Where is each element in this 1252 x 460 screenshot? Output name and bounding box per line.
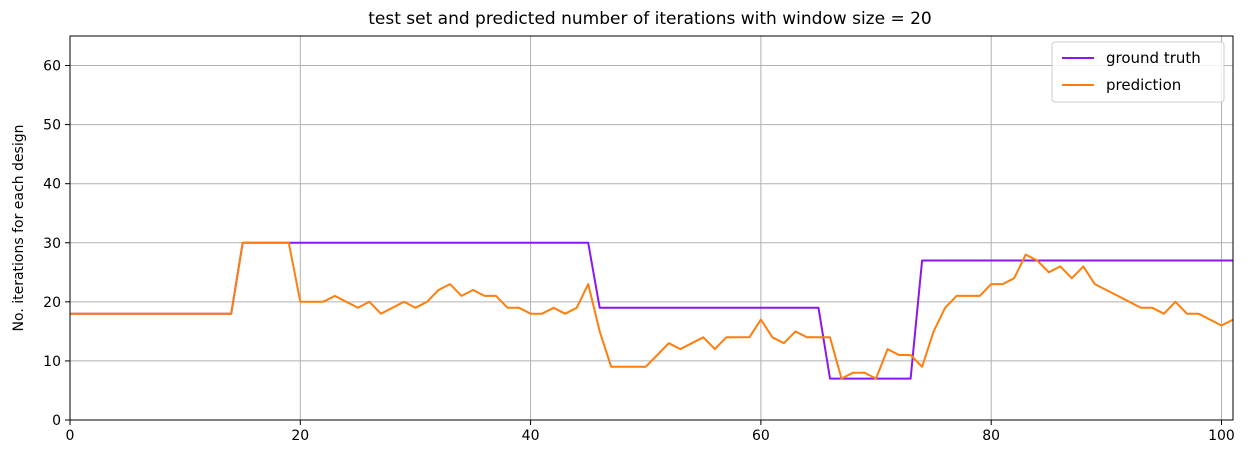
legend: ground truth prediction xyxy=(1051,41,1225,103)
series-line-prediction xyxy=(70,241,1233,380)
y-axis-label: No. iterations for each design xyxy=(11,125,27,332)
x-tick-label: 100 xyxy=(1208,428,1235,444)
x-tick-label: 20 xyxy=(291,428,309,444)
chart-title: test set and predicted number of iterati… xyxy=(368,9,932,29)
ticks-layer: 0 20 40 60 80 100 0 10 20 30 40 50 60 xyxy=(43,59,1235,444)
legend-box xyxy=(1051,41,1225,103)
x-tick-label: 0 xyxy=(66,428,75,444)
y-tick-label: 40 xyxy=(43,177,61,193)
series-line-ground-truth xyxy=(70,241,1233,380)
y-tick-label: 20 xyxy=(43,295,61,311)
x-tick-label: 40 xyxy=(522,428,540,444)
x-tick-label: 60 xyxy=(752,428,770,444)
legend-label-ground-truth: ground truth xyxy=(1106,49,1201,67)
y-tick-label: 50 xyxy=(43,118,61,134)
legend-label-prediction: prediction xyxy=(1106,76,1181,94)
y-tick-label: 60 xyxy=(43,59,61,75)
y-tick-label: 10 xyxy=(43,354,61,370)
y-tick-label: 0 xyxy=(52,413,61,429)
series-layer xyxy=(70,241,1233,380)
x-tick-label: 80 xyxy=(982,428,1000,444)
plot-frame xyxy=(69,35,1234,421)
y-tick-label: 30 xyxy=(43,236,61,252)
